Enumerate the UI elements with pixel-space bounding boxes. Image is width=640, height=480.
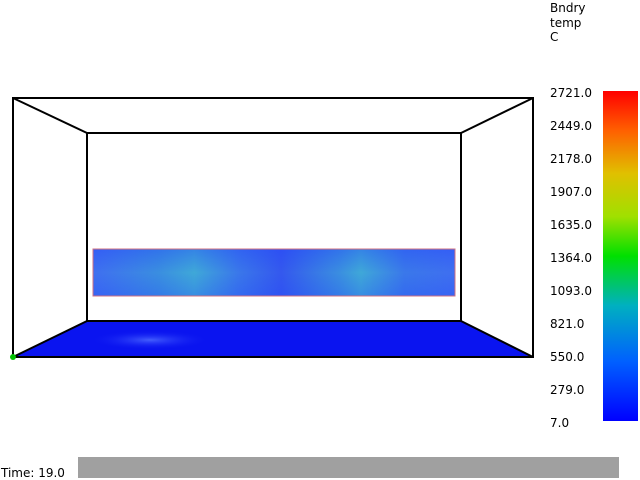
legend-title-line: Bndry — [550, 1, 586, 15]
heated-wall-panel-outline — [92, 248, 456, 297]
time-label: Time: 19.0 — [1, 466, 65, 480]
legend-tick: 1635.0 — [550, 218, 592, 232]
room-wireframe — [12, 97, 534, 358]
legend-tick: 279.0 — [550, 383, 585, 397]
legend-tick: 1907.0 — [550, 185, 592, 199]
color-scale-bar — [603, 91, 638, 421]
legend-tick: 2721.0 — [550, 86, 592, 100]
legend-tick: 1364.0 — [550, 251, 592, 265]
legend-title: Bndry temp C — [550, 1, 586, 45]
origin-marker — [10, 354, 16, 360]
legend-tick: 7.0 — [550, 416, 570, 430]
legend-tick: 550.0 — [550, 350, 585, 364]
time-slider[interactable] — [78, 457, 619, 478]
floor-warm-spot — [90, 330, 210, 350]
legend-tick: 2449.0 — [550, 119, 592, 133]
heated-wall-panel-shade — [93, 249, 455, 296]
legend-tick-labels: 2721.0 2449.0 2178.0 1907.0 1635.0 1364.… — [550, 0, 610, 480]
legend-title-line: temp — [550, 15, 582, 30]
legend-tick: 2178.0 — [550, 152, 592, 166]
legend-title-line: C — [550, 30, 559, 44]
legend-tick: 1093.0 — [550, 284, 592, 298]
legend-tick: 821.0 — [550, 317, 585, 331]
